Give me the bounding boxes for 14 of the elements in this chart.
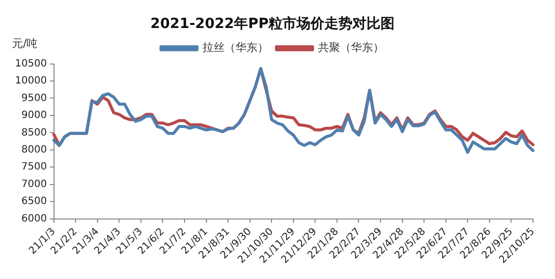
- y-tick-label: 7500: [21, 162, 47, 173]
- y-tick-label: 8000: [21, 144, 47, 156]
- y-tick-label: 10000: [15, 76, 47, 87]
- y-tick-label: 9000: [21, 110, 47, 122]
- legend-label: 拉丝（华东）: [202, 41, 268, 54]
- y-tick-label: 8500: [21, 127, 47, 138]
- y-tick-label: 7000: [21, 178, 47, 190]
- y-tick-label: 10500: [15, 58, 47, 70]
- y-tick-label: 6500: [21, 196, 47, 208]
- y-tick-label: 9500: [21, 92, 47, 104]
- chart-title: 2021-2022年PP粒市场价走势对比图: [150, 15, 395, 32]
- y-tick-label: 6000: [21, 213, 47, 224]
- y-axis-title: 元/吨: [12, 37, 38, 50]
- legend-label: 共聚（华东）: [318, 41, 384, 54]
